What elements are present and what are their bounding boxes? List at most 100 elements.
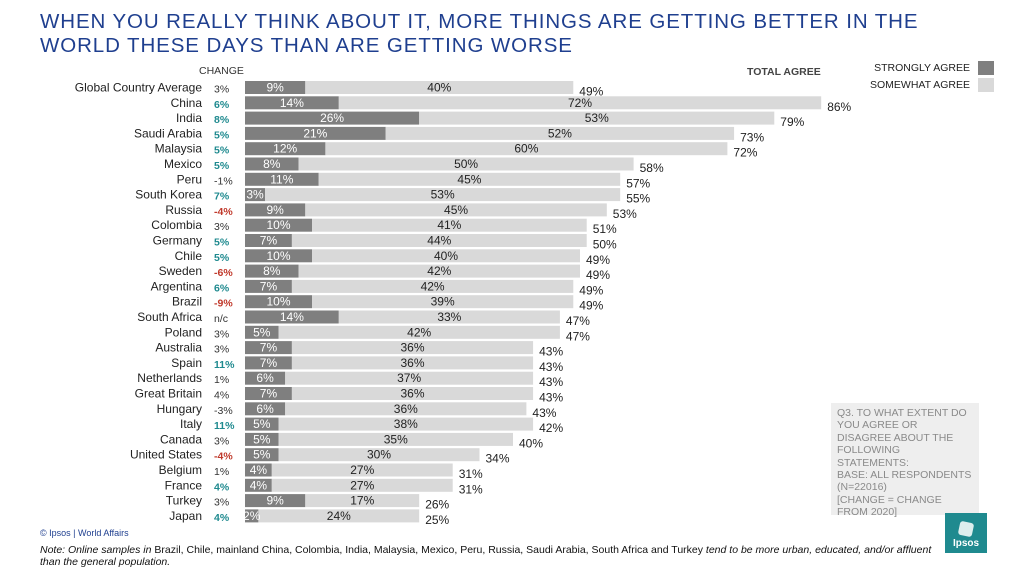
change-value: 8%	[214, 114, 230, 126]
strongly-agree-label: 14%	[280, 96, 304, 110]
country-label: Italy	[180, 417, 202, 431]
bar-strongly-agree	[245, 402, 286, 416]
change-value: -3%	[214, 405, 233, 417]
country-label: South Korea	[135, 188, 202, 202]
change-value: 6%	[214, 99, 230, 111]
somewhat-agree-label: 41%	[437, 218, 461, 232]
change-value: 4%	[214, 512, 230, 524]
strongly-agree-label: 12%	[273, 142, 297, 156]
legend-label-somewhat-agree: SOMEWHAT AGREE	[870, 79, 970, 91]
total-agree-label: 51%	[593, 222, 617, 236]
bar-strongly-agree	[245, 387, 292, 400]
bar-somewhat-agree	[298, 157, 634, 171]
strongly-agree-label: 7%	[260, 341, 278, 355]
bar-strongly-agree	[245, 218, 312, 232]
country-label: Canada	[160, 432, 202, 446]
bar-strongly-agree	[245, 417, 279, 431]
bar-somewhat-agree	[312, 218, 587, 232]
country-label: Japan	[169, 509, 202, 523]
somewhat-agree-label: 53%	[431, 188, 455, 202]
somewhat-agree-label: 42%	[407, 325, 431, 339]
change-value: 3%	[214, 84, 229, 96]
strongly-agree-label: 5%	[253, 325, 271, 339]
total-agree-label: 42%	[539, 421, 563, 435]
bar-somewhat-agree	[278, 417, 534, 431]
footnote-prefix: Note: Online samples in	[40, 544, 152, 556]
bar-strongly-agree	[245, 310, 339, 324]
somewhat-agree-label: 72%	[568, 96, 592, 110]
bar-strongly-agree	[245, 494, 306, 508]
change-value: 5%	[214, 252, 230, 264]
change-value: 5%	[214, 160, 230, 172]
change-value: 3%	[214, 344, 229, 356]
total-agree-label: 49%	[579, 85, 603, 99]
total-agree-label: 43%	[539, 391, 563, 405]
country-label: Brazil	[172, 295, 202, 309]
bar-somewhat-agree	[325, 142, 728, 156]
bar-somewhat-agree	[278, 448, 480, 462]
bar-strongly-agree	[245, 371, 286, 385]
country-label: Turkey	[166, 494, 202, 508]
bar-strongly-agree	[245, 203, 306, 217]
strongly-agree-label: 3%	[246, 188, 264, 202]
total-agree-label: 31%	[459, 482, 483, 496]
total-agree-label: 49%	[586, 253, 610, 267]
strongly-agree-label: 14%	[280, 310, 304, 324]
somewhat-agree-label: 24%	[327, 509, 351, 523]
bar-strongly-agree	[245, 172, 319, 186]
total-agree-label: 53%	[613, 207, 637, 221]
somewhat-agree-label: 53%	[585, 111, 609, 125]
bar-somewhat-agree	[285, 371, 534, 385]
somewhat-agree-label: 52%	[548, 126, 572, 140]
total-agree-label: 58%	[640, 161, 664, 175]
change-value: 11%	[214, 420, 235, 432]
legend-label-strongly-agree: STRONGLY AGREE	[874, 62, 970, 74]
somewhat-agree-label: 30%	[367, 448, 391, 462]
change-value: 11%	[214, 359, 235, 371]
somewhat-agree-label: 42%	[421, 279, 445, 293]
bar-strongly-agree	[245, 295, 312, 309]
somewhat-agree-label: 27%	[350, 463, 374, 477]
footnote: Note: Online samples in Brazil, Chile, m…	[40, 544, 940, 568]
total-agree-label: 49%	[586, 268, 610, 282]
bar-somewhat-agree	[419, 111, 775, 125]
change-value: 3%	[214, 497, 229, 509]
country-label: Saudi Arabia	[134, 126, 202, 140]
change-value: 5%	[214, 129, 230, 141]
change-value: 1%	[214, 466, 229, 478]
total-agree-label: 31%	[459, 467, 483, 481]
total-agree-label: 43%	[539, 345, 563, 359]
legend-swatch-somewhat-agree	[977, 78, 994, 92]
somewhat-agree-label: 45%	[444, 203, 468, 217]
change-value: 3%	[214, 221, 229, 233]
country-label: Great Britain	[135, 387, 202, 401]
total-agree-header: TOTAL AGREE	[747, 66, 821, 78]
bar-somewhat-agree	[291, 356, 534, 370]
somewhat-agree-label: 50%	[454, 157, 478, 171]
bar-strongly-agree	[245, 325, 279, 339]
total-agree-label: 47%	[566, 314, 590, 328]
bar-somewhat-agree	[338, 310, 560, 324]
bar-somewhat-agree	[305, 81, 574, 94]
country-label: United States	[130, 448, 202, 462]
bar-strongly-agree	[245, 463, 272, 477]
strongly-agree-label: 10%	[266, 218, 290, 232]
country-label: Poland	[165, 325, 202, 339]
total-agree-label: 79%	[780, 115, 804, 129]
country-label: Germany	[153, 234, 202, 248]
bar-somewhat-agree	[385, 126, 735, 140]
bar-strongly-agree	[245, 432, 279, 446]
country-label: France	[165, 478, 203, 492]
bar-strongly-agree	[245, 142, 326, 156]
bar-strongly-agree	[245, 96, 339, 110]
country-label: Hungary	[157, 402, 202, 416]
bar-strongly-agree	[245, 234, 292, 247]
country-label: Russia	[165, 203, 202, 217]
country-label: Australia	[155, 341, 202, 355]
logo-text: Ipsos	[952, 538, 980, 549]
somewhat-agree-label: 36%	[400, 341, 424, 355]
bar-somewhat-agree	[291, 279, 574, 293]
bar-somewhat-agree	[318, 172, 621, 186]
total-agree-label: 43%	[532, 406, 556, 420]
